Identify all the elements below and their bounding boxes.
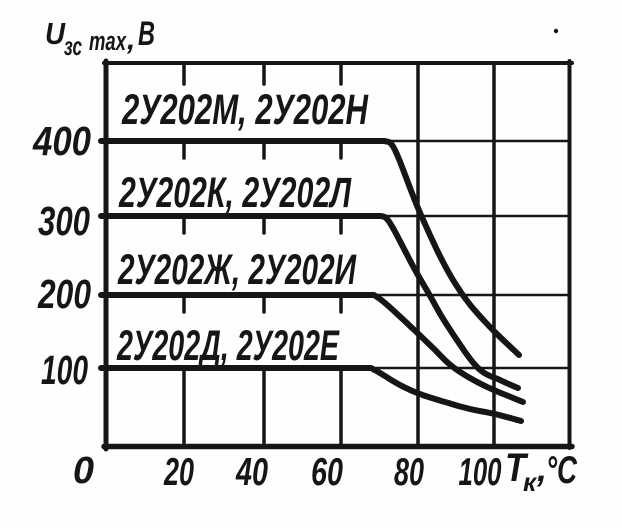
svg-text:60: 60 — [311, 451, 343, 494]
svg-text:В: В — [138, 15, 155, 53]
svg-text:40: 40 — [235, 451, 268, 494]
svg-text:400: 400 — [32, 118, 91, 164]
svg-text:2У202М, 2У202Н: 2У202М, 2У202Н — [121, 87, 369, 134]
svg-text:80: 80 — [394, 451, 424, 494]
svg-text:20: 20 — [163, 451, 194, 494]
svg-text:°С: °С — [546, 449, 578, 492]
svg-text:max: max — [89, 26, 127, 56]
svg-text:100: 100 — [41, 347, 88, 393]
svg-text:100: 100 — [459, 451, 502, 494]
svg-text:,: , — [126, 23, 135, 56]
svg-text:300: 300 — [38, 198, 90, 244]
svg-text:,: , — [536, 448, 547, 489]
svg-text:зс: зс — [64, 31, 82, 61]
svg-text:2У202Ж, 2У202И: 2У202Ж, 2У202И — [117, 247, 357, 294]
svg-text:2У202Д, 2У202Е: 2У202Д, 2У202Е — [116, 323, 340, 370]
svg-text:к: к — [523, 467, 538, 497]
svg-text:2У202К, 2У202Л: 2У202К, 2У202Л — [118, 170, 351, 217]
svg-text:200: 200 — [37, 271, 91, 317]
svg-text:Т: Т — [505, 446, 529, 490]
svg-text:U: U — [45, 16, 66, 51]
svg-text:0: 0 — [73, 450, 94, 492]
